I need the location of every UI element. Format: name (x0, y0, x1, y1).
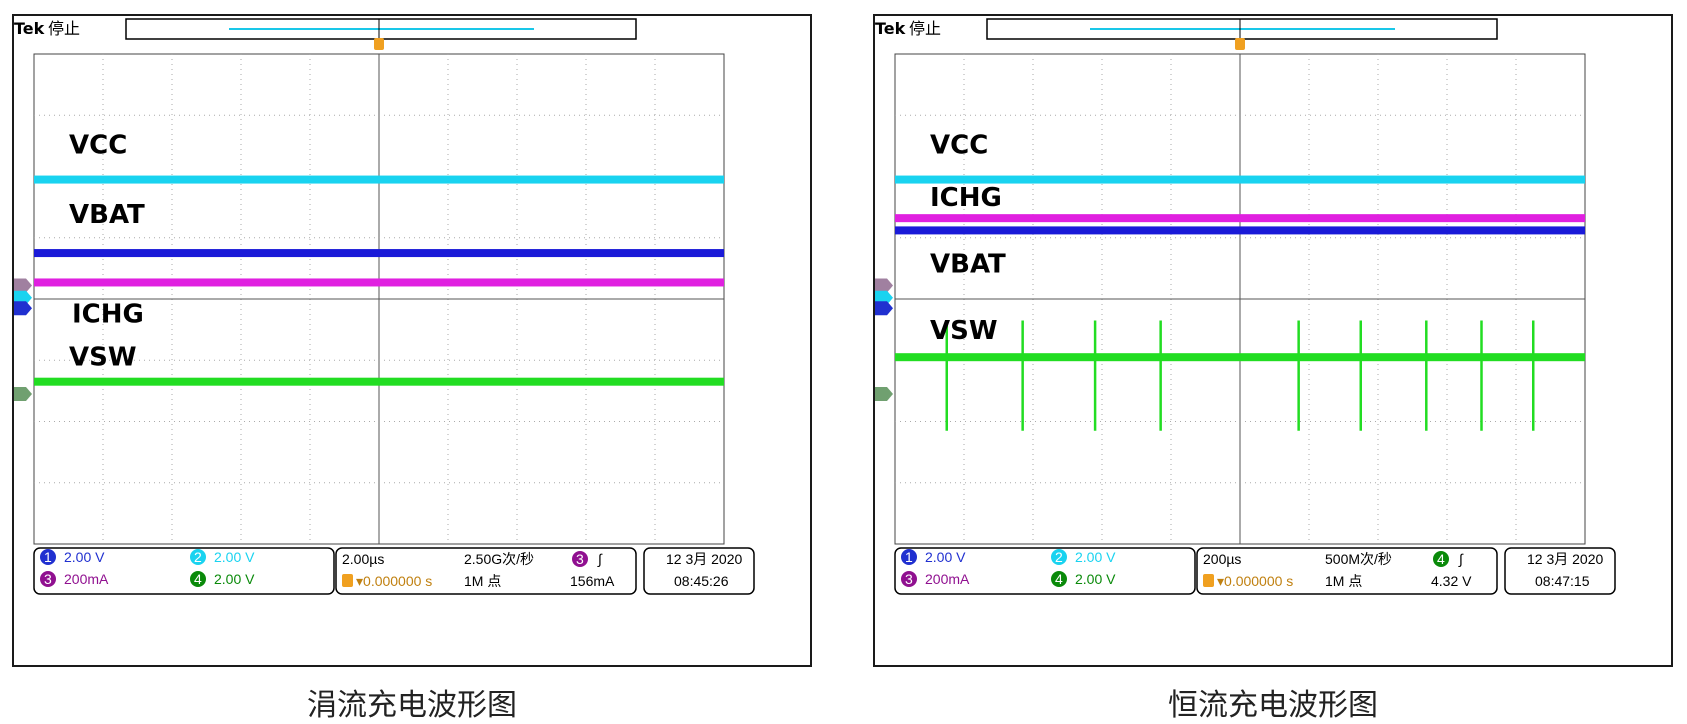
ch4-ground-marker (14, 386, 32, 401)
caption-left: 涓流充电波形图 (307, 688, 517, 723)
datetime-readout-box (1504, 547, 1616, 595)
ch3-scale: 200mA (925, 571, 970, 587)
trigger-source-number: 3 (576, 551, 584, 567)
timebase-value: 200µs (1203, 551, 1241, 567)
channel-readout-box (894, 547, 1196, 595)
time-value: 08:45:26 (674, 573, 729, 589)
scope-svg-left: Tek 停止 VCC VBAT ICHG VSW 1 2.00 V 3 200mA 2 2.00 V 4… (14, 18, 755, 595)
trace-vbat (895, 226, 1585, 235)
trigger-source-icon (1433, 551, 1449, 567)
brand-label: Tek (14, 19, 45, 38)
ch2-badge-number: 2 (1055, 549, 1063, 565)
record-length: 1M 点 (1325, 573, 1362, 589)
ch2-scale: 2.00 V (1075, 549, 1116, 565)
brand-label: Tek (875, 19, 906, 38)
label-vsw: VSW (930, 316, 998, 346)
label-ichg: ICHG (930, 183, 1002, 213)
trace-vsw (895, 353, 1585, 362)
trigger-pos-icon (342, 574, 353, 587)
ch2-badge-number: 2 (194, 549, 202, 565)
date-value: 12 3月 2020 (1527, 551, 1603, 567)
trigger-source-number: 4 (1437, 551, 1445, 567)
trace-vcc (895, 175, 1585, 184)
sample-rate: 2.50G次/秒 (464, 551, 534, 567)
trace-ichg (34, 278, 724, 287)
label-vsw: VSW (69, 343, 137, 373)
ch4-scale: 2.00 V (1075, 571, 1116, 587)
datetime-readout-box (643, 547, 755, 595)
trigger-slope-icon: ∫ (1458, 551, 1464, 567)
run-state-label: 停止 (48, 19, 80, 38)
ch3-badge-icon (901, 571, 917, 587)
label-vbat: VBAT (930, 249, 1006, 279)
ch1-scale: 2.00 V (925, 549, 966, 565)
trigger-level: 156mA (570, 573, 615, 589)
ch1-badge-icon (901, 549, 917, 565)
trigger-position-icon (374, 38, 384, 50)
timebase-readout-box (335, 547, 637, 595)
trigger-slope-icon: ∫ (597, 551, 603, 567)
ch2-scale: 2.00 V (214, 549, 255, 565)
ch1-ground-marker (875, 301, 893, 316)
ch4-ground-marker (875, 386, 893, 401)
ch3-badge-icon (40, 571, 56, 587)
scope-svg-right: Tek 停止 VCC ICHG VBAT VSW 1 2.00 V 3 200mA 2 2.00 V 4… (875, 18, 1616, 595)
ch4-badge-icon (1051, 571, 1067, 587)
trigger-level: 4.32 V (1431, 573, 1472, 589)
ch1-ground-marker (14, 301, 32, 316)
trigger-position-icon (1235, 38, 1245, 50)
label-vcc: VCC (930, 131, 988, 161)
sample-rate: 500M次/秒 (1325, 551, 1392, 567)
caption-right: 恒流充电波形图 (1168, 688, 1378, 723)
ch1-badge-number: 1 (44, 549, 52, 565)
trace-vsw (34, 377, 724, 386)
ch4-badge-icon (190, 571, 206, 587)
ch1-badge-number: 1 (905, 549, 913, 565)
ch3-scale: 200mA (64, 571, 109, 587)
ch3-badge-number: 3 (44, 571, 52, 587)
ch4-badge-number: 4 (194, 571, 202, 587)
trigger-position: ▾0.000000 s (356, 573, 432, 589)
trigger-position: ▾0.000000 s (1217, 573, 1293, 589)
date-value: 12 3月 2020 (666, 551, 742, 567)
time-value: 08:47:15 (1535, 573, 1590, 589)
ch3-ground-marker (875, 278, 893, 293)
ch4-badge-number: 4 (1055, 571, 1063, 587)
trace-ichg (895, 214, 1585, 223)
ch1-scale: 2.00 V (64, 549, 105, 565)
label-vbat: VBAT (69, 200, 145, 230)
channel-readout-box (33, 547, 335, 595)
ch1-badge-icon (40, 549, 56, 565)
label-ichg: ICHG (72, 299, 144, 329)
ch3-ground-marker (14, 278, 32, 293)
trace-vcc (34, 175, 724, 184)
record-length: 1M 点 (464, 573, 501, 589)
label-vcc: VCC (69, 131, 127, 161)
trace-vbat (34, 249, 724, 258)
scope-panel-right: Tek 停止 VCC ICHG VBAT VSW 1 2.00 V 3 200mA 2 2.00 V 4… (873, 14, 1673, 667)
scope-panel-left: Tek 停止 VCC VBAT ICHG VSW 1 2.00 V 3 200mA 2 2.00 V 4… (12, 14, 812, 667)
ch2-badge-icon (1051, 549, 1067, 565)
trigger-source-icon (572, 551, 588, 567)
ch4-scale: 2.00 V (214, 571, 255, 587)
timebase-value: 2.00µs (342, 551, 384, 567)
timebase-readout-box (1196, 547, 1498, 595)
run-state-label: 停止 (909, 19, 941, 38)
trigger-pos-icon (1203, 574, 1214, 587)
ch3-badge-number: 3 (905, 571, 913, 587)
ch2-badge-icon (190, 549, 206, 565)
